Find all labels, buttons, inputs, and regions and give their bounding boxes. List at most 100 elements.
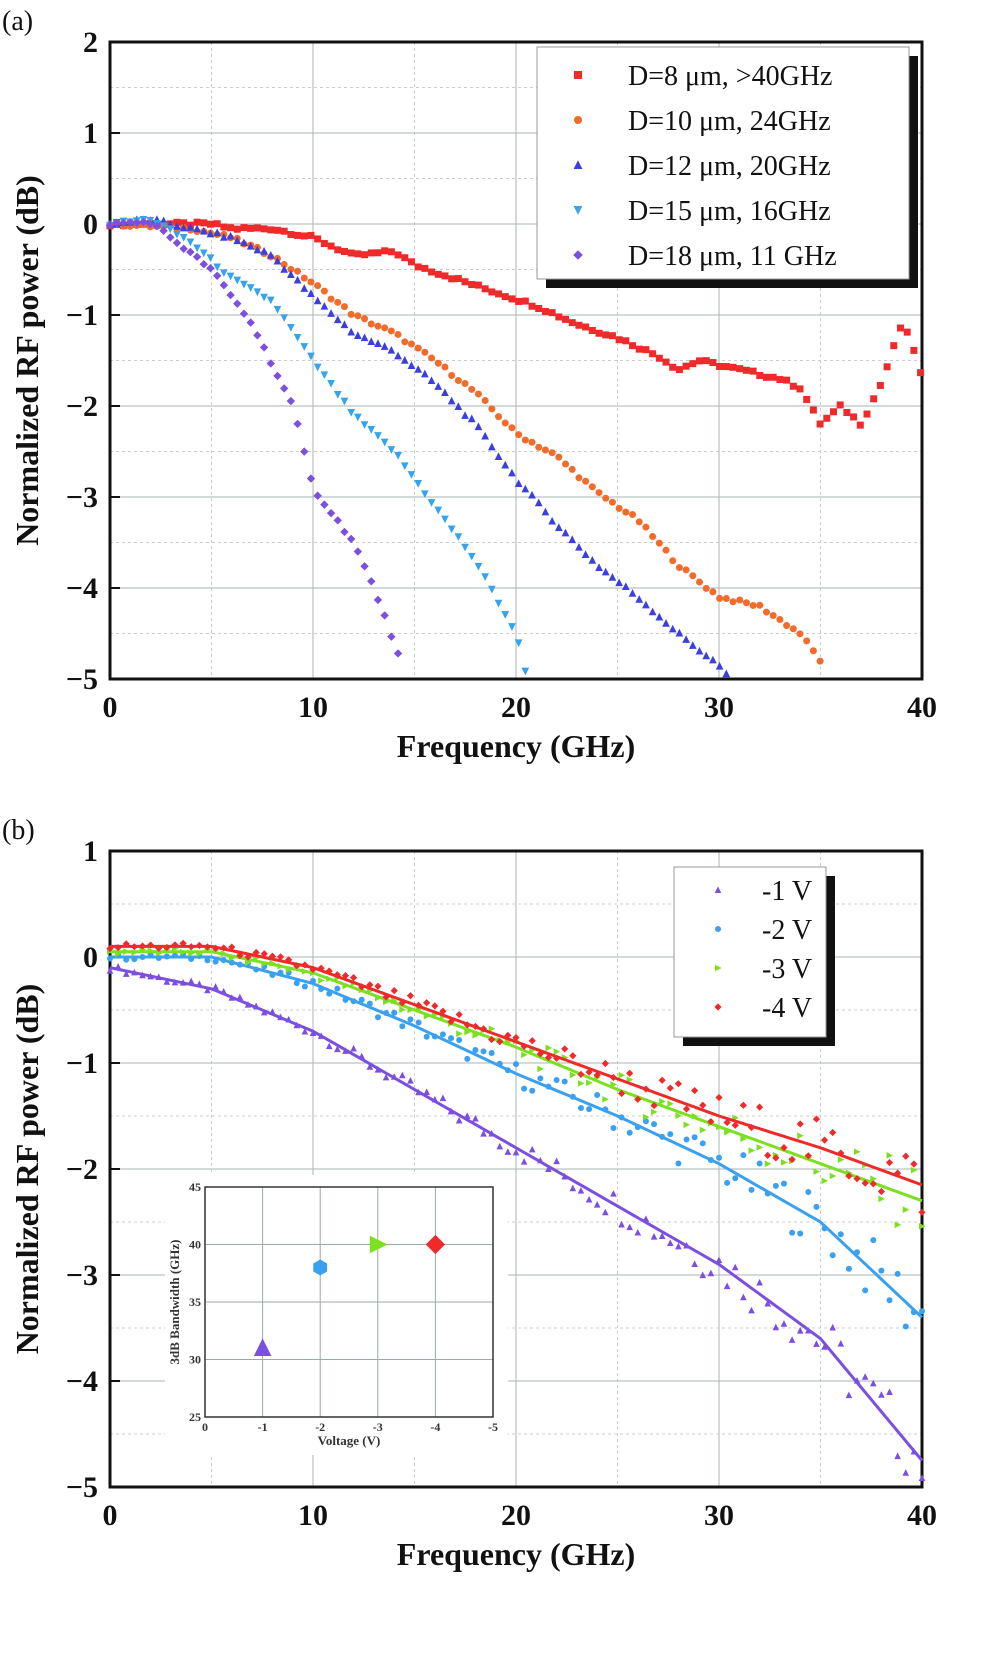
data-point bbox=[732, 1175, 739, 1182]
data-point bbox=[366, 981, 374, 989]
y-tick-label: −2 bbox=[66, 1153, 98, 1186]
data-point bbox=[213, 228, 222, 237]
data-point bbox=[716, 362, 724, 370]
data-point bbox=[347, 327, 356, 336]
legend-marker bbox=[715, 964, 722, 972]
data-point bbox=[347, 310, 355, 318]
series-1 bbox=[107, 950, 925, 1330]
data-point bbox=[869, 1180, 877, 1188]
data-point bbox=[266, 359, 275, 368]
data-point bbox=[521, 484, 530, 493]
data-point bbox=[537, 1065, 544, 1073]
data-point bbox=[407, 340, 415, 348]
data-point bbox=[374, 1014, 381, 1021]
data-point bbox=[307, 352, 315, 361]
data-point bbox=[521, 436, 529, 444]
data-point bbox=[374, 432, 382, 440]
data-point bbox=[260, 225, 268, 233]
inset-x-label: Voltage (V) bbox=[318, 1433, 381, 1448]
data-point bbox=[390, 987, 398, 995]
data-point bbox=[521, 1051, 528, 1059]
inset-data-point bbox=[313, 1259, 328, 1276]
data-point bbox=[293, 980, 300, 987]
data-point bbox=[823, 414, 831, 422]
data-point bbox=[260, 293, 268, 302]
data-point bbox=[280, 227, 288, 235]
data-point bbox=[320, 301, 329, 310]
data-point bbox=[635, 595, 644, 603]
inset-data-point bbox=[369, 1235, 388, 1254]
data-point bbox=[501, 460, 510, 469]
data-point bbox=[193, 244, 201, 253]
data-point bbox=[601, 567, 610, 576]
fit-line bbox=[110, 955, 924, 1319]
inset-chart: 0 -1 -2 -3 -4 -5 45 40 35 30 25 Voltage (V) 3dB Band… bbox=[165, 1175, 508, 1455]
x-tick-label: 30 bbox=[704, 691, 734, 724]
data-point bbox=[780, 1159, 788, 1166]
legend-a: D=8 μm, >40GHz D=10 μm, 24GHz D=12 μm, 20G… bbox=[536, 46, 918, 288]
data-point bbox=[273, 226, 281, 234]
data-point bbox=[763, 373, 771, 381]
data-point bbox=[772, 1182, 779, 1189]
data-point bbox=[280, 314, 289, 322]
data-point bbox=[340, 247, 348, 255]
legend-label: D=10 μm, 24GHz bbox=[628, 106, 831, 137]
data-point bbox=[642, 600, 650, 609]
data-point bbox=[662, 546, 670, 554]
data-point bbox=[350, 973, 358, 982]
data-point bbox=[206, 264, 215, 273]
y-tick-label: −3 bbox=[66, 481, 98, 514]
data-point bbox=[715, 1093, 723, 1102]
data-point bbox=[106, 944, 114, 953]
data-point bbox=[159, 222, 168, 231]
data-point bbox=[173, 230, 181, 239]
data-point bbox=[434, 506, 443, 515]
data-point bbox=[354, 413, 362, 422]
data-point bbox=[307, 278, 315, 286]
data-point bbox=[240, 280, 248, 289]
data-point bbox=[387, 632, 396, 641]
data-point bbox=[568, 535, 577, 544]
data-point bbox=[628, 589, 637, 597]
data-point bbox=[837, 1340, 845, 1347]
data-point bbox=[313, 491, 322, 500]
data-point bbox=[870, 1175, 877, 1183]
data-point bbox=[537, 1075, 544, 1082]
data-point bbox=[856, 421, 864, 429]
data-point bbox=[651, 1108, 658, 1116]
inset-x-tick: -4 bbox=[430, 1420, 440, 1434]
data-point bbox=[334, 1045, 341, 1053]
data-point bbox=[212, 958, 219, 965]
data-point bbox=[666, 1084, 674, 1092]
data-point bbox=[528, 490, 536, 499]
data-point bbox=[474, 390, 482, 398]
data-point bbox=[649, 532, 657, 540]
data-point bbox=[186, 223, 195, 231]
data-point bbox=[294, 267, 302, 275]
series-0 bbox=[106, 963, 926, 1482]
data-point bbox=[667, 1100, 674, 1107]
data-point bbox=[870, 1237, 877, 1244]
y-tick-label: 1 bbox=[83, 117, 98, 150]
data-point bbox=[548, 309, 556, 317]
data-point bbox=[495, 290, 503, 298]
data-point bbox=[399, 1006, 406, 1013]
legend-marker bbox=[573, 160, 583, 169]
data-point bbox=[796, 1120, 804, 1128]
data-point bbox=[763, 608, 771, 616]
data-point bbox=[233, 299, 242, 308]
y-tick-label: −2 bbox=[66, 390, 98, 423]
data-point bbox=[139, 217, 148, 227]
data-point bbox=[192, 252, 202, 262]
data-point bbox=[534, 498, 543, 507]
data-point bbox=[381, 324, 389, 332]
data-point bbox=[836, 401, 844, 409]
data-point bbox=[675, 1160, 682, 1167]
data-point bbox=[688, 641, 697, 649]
data-point bbox=[886, 1297, 893, 1304]
data-point bbox=[588, 326, 596, 334]
data-point bbox=[850, 413, 858, 421]
data-point bbox=[233, 225, 241, 233]
data-point bbox=[696, 578, 704, 586]
